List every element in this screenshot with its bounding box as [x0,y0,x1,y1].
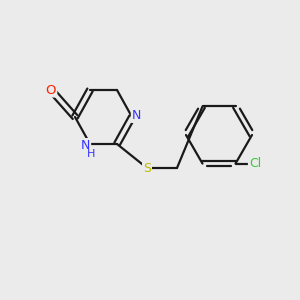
Text: O: O [46,83,56,97]
Text: N: N [81,139,90,152]
Text: Cl: Cl [249,157,261,170]
Text: N: N [132,109,141,122]
Text: H: H [87,149,95,159]
Text: S: S [143,161,151,175]
